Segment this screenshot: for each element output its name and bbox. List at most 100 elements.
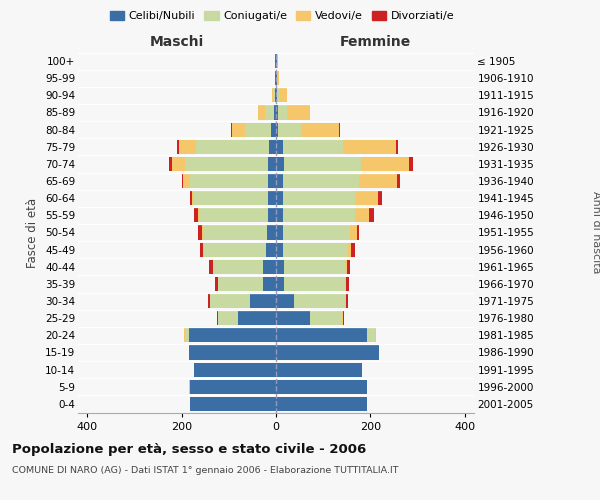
- Bar: [268, 174, 276, 188]
- Bar: [278, 106, 287, 120]
- Bar: [346, 277, 349, 291]
- Bar: [280, 88, 287, 102]
- Bar: [276, 380, 367, 394]
- Bar: [272, 88, 273, 102]
- Bar: [276, 328, 367, 342]
- Bar: [343, 311, 344, 325]
- Bar: [276, 157, 284, 171]
- Bar: [190, 174, 268, 188]
- Text: Popolazione per età, sesso e stato civile - 2006: Popolazione per età, sesso e stato civil…: [12, 442, 366, 456]
- Bar: [273, 88, 275, 102]
- Bar: [347, 242, 352, 256]
- Bar: [355, 208, 369, 222]
- Bar: [276, 174, 283, 188]
- Bar: [345, 294, 346, 308]
- Bar: [179, 140, 196, 154]
- Bar: [355, 191, 379, 205]
- Bar: [265, 106, 274, 120]
- Bar: [367, 328, 376, 342]
- Bar: [250, 294, 276, 308]
- Bar: [396, 140, 398, 154]
- Bar: [266, 226, 276, 239]
- Bar: [263, 277, 276, 291]
- Legend: Celibi/Nubili, Coniugati/e, Vedovi/e, Divorziati/e: Celibi/Nubili, Coniugati/e, Vedovi/e, Di…: [106, 6, 458, 26]
- Bar: [208, 294, 210, 308]
- Bar: [277, 88, 280, 102]
- Bar: [284, 277, 345, 291]
- Bar: [276, 140, 283, 154]
- Bar: [184, 328, 185, 342]
- Bar: [199, 208, 268, 222]
- Bar: [232, 122, 245, 136]
- Bar: [369, 208, 374, 222]
- Bar: [409, 157, 413, 171]
- Bar: [217, 311, 218, 325]
- Bar: [276, 362, 362, 376]
- Bar: [276, 294, 294, 308]
- Bar: [276, 122, 278, 136]
- Bar: [276, 54, 277, 68]
- Bar: [214, 260, 263, 274]
- Bar: [276, 397, 367, 411]
- Bar: [278, 122, 301, 136]
- Bar: [276, 226, 283, 239]
- Bar: [361, 157, 409, 171]
- Bar: [347, 260, 350, 274]
- Bar: [284, 157, 361, 171]
- Bar: [346, 294, 348, 308]
- Bar: [185, 328, 189, 342]
- Bar: [198, 208, 199, 222]
- Bar: [218, 311, 238, 325]
- Bar: [268, 157, 276, 171]
- Text: COMUNE DI NARO (AG) - Dati ISTAT 1° gennaio 2006 - Elaborazione TUTTITALIA.IT: COMUNE DI NARO (AG) - Dati ISTAT 1° genn…: [12, 466, 398, 475]
- Bar: [276, 311, 310, 325]
- Bar: [194, 208, 198, 222]
- Bar: [203, 226, 266, 239]
- Bar: [276, 71, 277, 85]
- Bar: [268, 208, 276, 222]
- Bar: [345, 260, 347, 274]
- Bar: [183, 174, 190, 188]
- Bar: [202, 226, 203, 239]
- Bar: [283, 140, 343, 154]
- Bar: [338, 122, 340, 136]
- Bar: [276, 242, 283, 256]
- Text: Anni di nascita: Anni di nascita: [591, 191, 600, 274]
- Text: Maschi: Maschi: [150, 35, 204, 49]
- Bar: [345, 277, 346, 291]
- Bar: [266, 242, 276, 256]
- Bar: [276, 260, 284, 274]
- Bar: [192, 191, 194, 205]
- Bar: [350, 226, 356, 239]
- Bar: [275, 88, 276, 102]
- Bar: [238, 311, 276, 325]
- Bar: [276, 277, 284, 291]
- Bar: [356, 226, 359, 239]
- Bar: [359, 174, 397, 188]
- Bar: [379, 191, 382, 205]
- Bar: [301, 122, 338, 136]
- Bar: [283, 191, 355, 205]
- Bar: [275, 71, 276, 85]
- Bar: [196, 140, 269, 154]
- Bar: [276, 346, 379, 360]
- Bar: [185, 157, 268, 171]
- Bar: [189, 328, 276, 342]
- Bar: [284, 260, 345, 274]
- Bar: [198, 226, 202, 239]
- Bar: [203, 242, 205, 256]
- Bar: [283, 174, 359, 188]
- Bar: [258, 106, 265, 120]
- Bar: [182, 174, 183, 188]
- Bar: [178, 140, 179, 154]
- Bar: [277, 71, 279, 85]
- Bar: [231, 122, 232, 136]
- Bar: [215, 277, 218, 291]
- Bar: [343, 140, 396, 154]
- Bar: [190, 380, 276, 394]
- Text: Femmine: Femmine: [340, 35, 410, 49]
- Bar: [190, 191, 192, 205]
- Bar: [263, 260, 276, 274]
- Bar: [276, 208, 283, 222]
- Bar: [287, 106, 310, 120]
